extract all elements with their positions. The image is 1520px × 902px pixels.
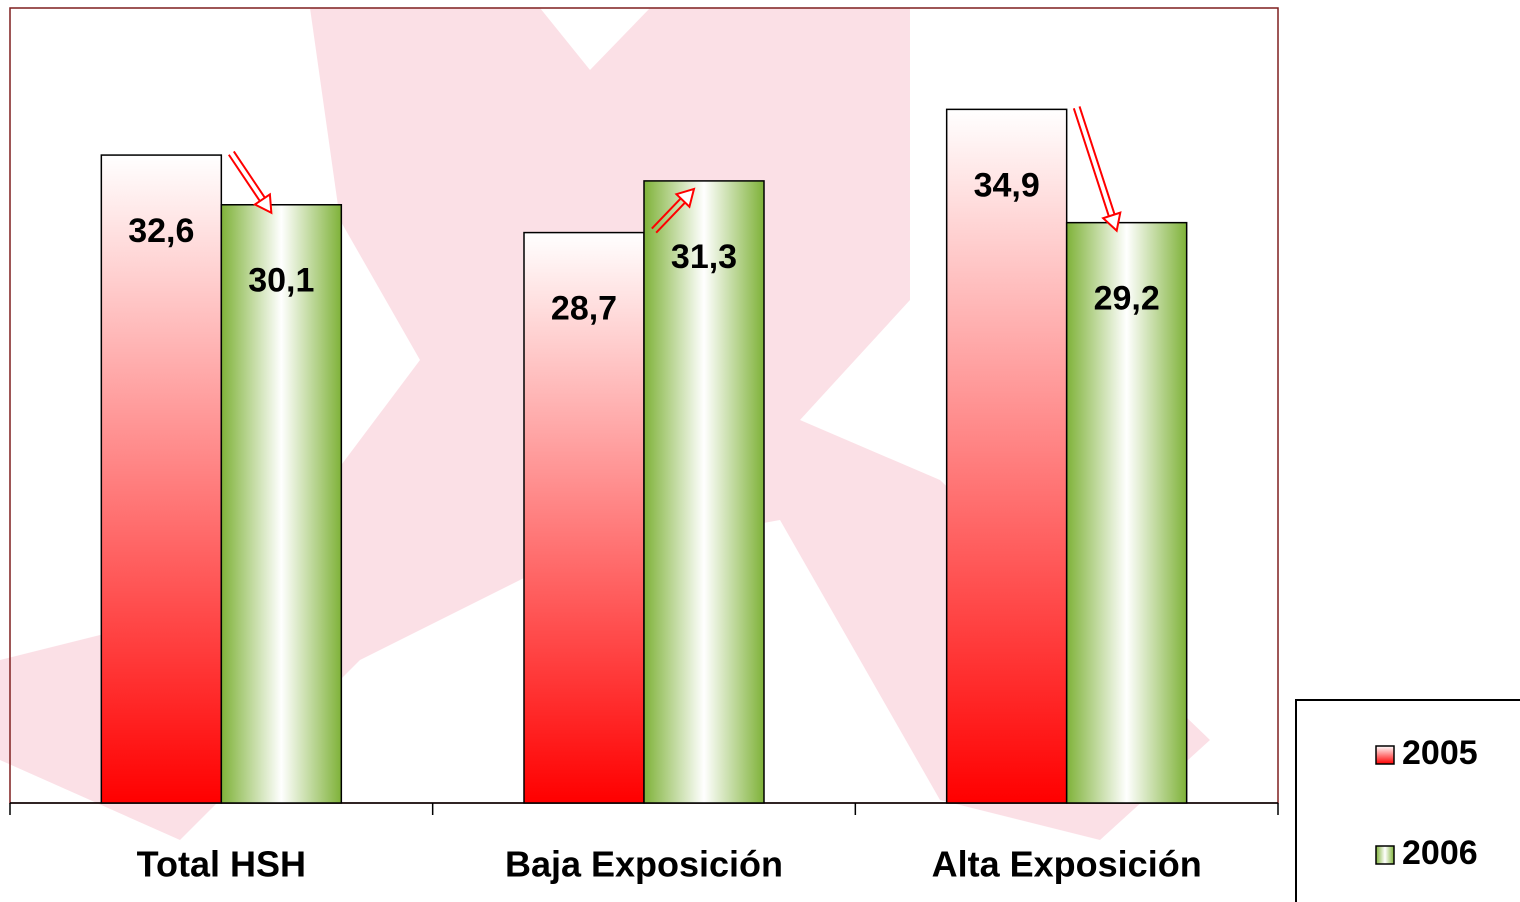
bar [523,231,645,804]
bar [643,180,765,804]
bar [945,108,1068,804]
trend-arrow-line [1072,107,1112,223]
legend-label: 2005 [1402,734,1478,772]
value-label: 28,7 [551,290,617,328]
value-label: 32,6 [128,212,194,250]
trend-arrow-line [655,197,690,234]
x-tick-label: Baja Exposición [505,844,783,885]
x-tick-label: Alta Exposición [932,844,1202,885]
trend-arrow-head [1101,211,1122,233]
legend-label: 2006 [1402,834,1478,872]
trend-arrow-line [228,154,265,207]
trend-arrow-head [674,187,696,209]
bar [100,154,223,804]
trend-arrow-line [1078,106,1118,221]
x-tick-label: Total HSH [137,844,306,885]
legend-swatch [1375,845,1395,865]
legend [1295,699,1520,902]
bar [1065,221,1188,804]
value-label: 34,9 [974,166,1040,204]
bar [220,204,343,804]
legend-swatch [1375,745,1395,765]
value-label: 31,3 [671,238,737,276]
trend-arrow-line [651,193,686,230]
trend-arrow-line [232,150,270,204]
trend-arrow-head [252,192,273,215]
value-label: 30,1 [248,262,314,300]
value-label: 29,2 [1094,280,1160,318]
